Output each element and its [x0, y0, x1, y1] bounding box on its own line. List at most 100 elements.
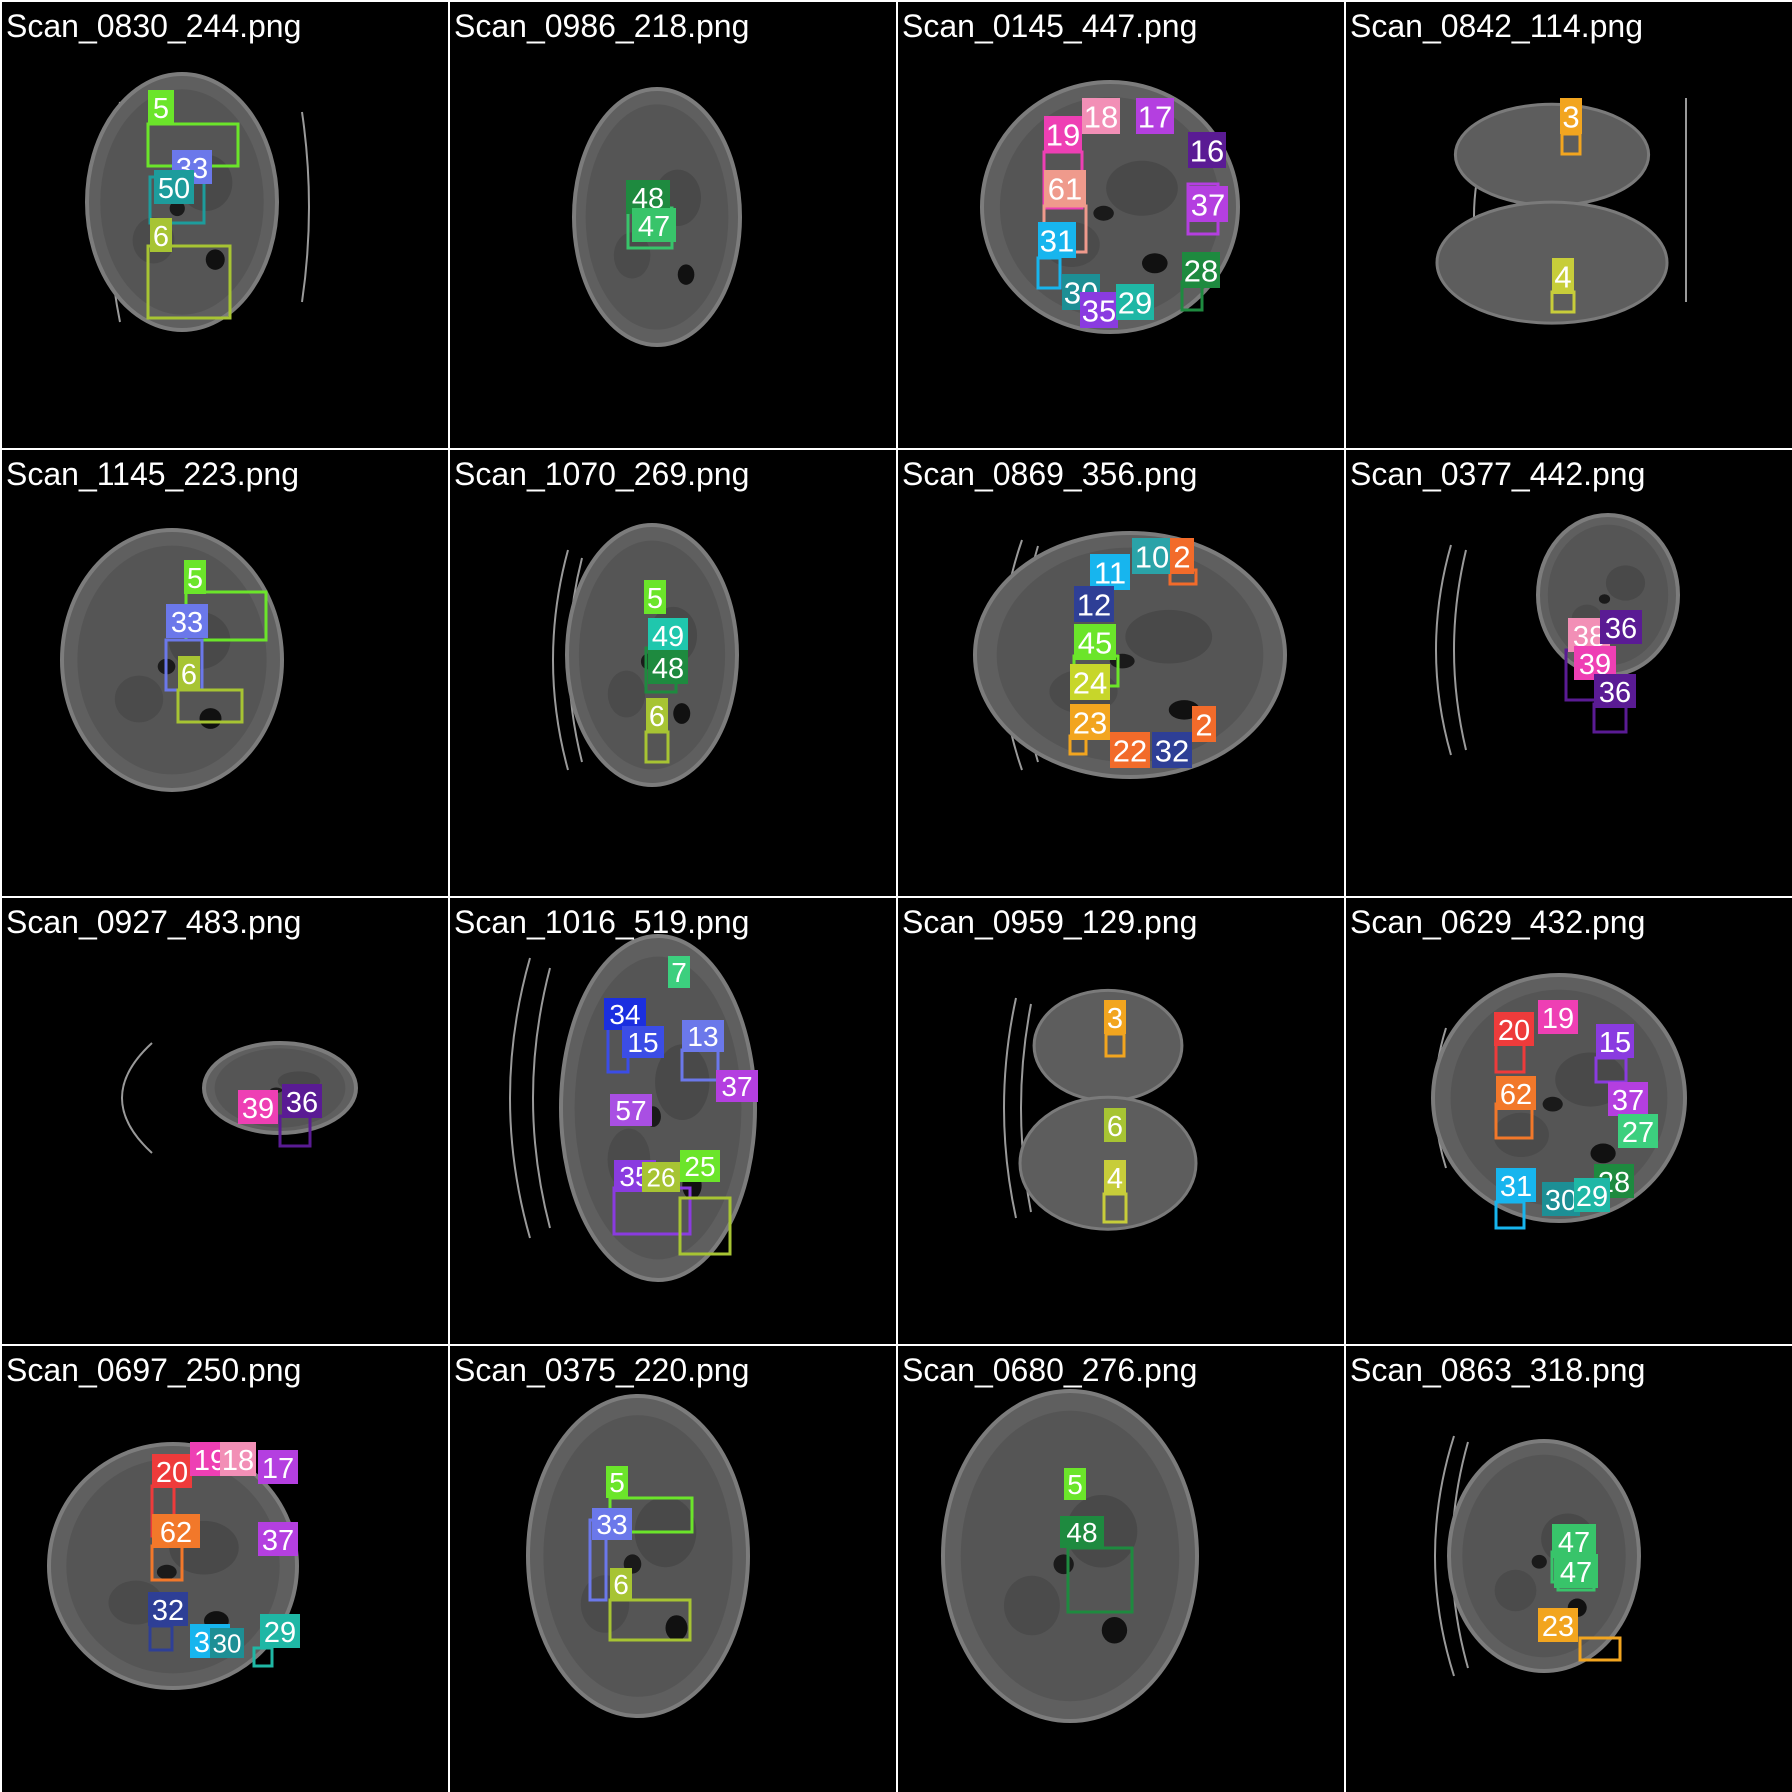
- svg-text:17: 17: [1138, 100, 1172, 135]
- svg-text:47: 47: [638, 211, 670, 243]
- scan-tile: 5 33 6 Scan_1145_223.png: [2, 450, 448, 896]
- svg-text:23: 23: [1073, 706, 1107, 741]
- annotation-label: 37: [716, 1070, 758, 1102]
- annotation-label: 26: [642, 1162, 680, 1193]
- annotation-label: 7: [668, 956, 690, 988]
- annotation-label: 18: [220, 1442, 256, 1477]
- scanner-ring-arc: [1435, 544, 1452, 756]
- annotation-label: 47: [632, 208, 676, 243]
- svg-text:62: 62: [160, 1517, 192, 1549]
- svg-text:19: 19: [1542, 1003, 1574, 1035]
- scan-filename: Scan_0863_318.png: [1350, 1352, 1646, 1388]
- scan-tile: 5 49 48 6 Scan_1070_269.png: [450, 450, 896, 896]
- annotation-label: 19: [1538, 1000, 1578, 1035]
- annotation-label: 47: [1552, 1524, 1596, 1559]
- annotation-label: 2: [1192, 706, 1216, 743]
- svg-text:7: 7: [671, 957, 687, 988]
- svg-text:3: 3: [1562, 100, 1579, 135]
- annotation-label: 5: [606, 1466, 628, 1498]
- svg-text:4: 4: [1107, 1163, 1123, 1195]
- svg-text:31: 31: [1040, 224, 1074, 259]
- annotation-label: 20: [1494, 1012, 1534, 1047]
- scan-filename: Scan_1016_519.png: [454, 904, 750, 940]
- svg-text:15: 15: [1599, 1027, 1631, 1059]
- body-cross-section: [559, 934, 757, 1282]
- annotation-label: 30: [210, 1628, 244, 1659]
- annotation-label: 6: [1104, 1108, 1126, 1143]
- scan-filename: Scan_0842_114.png: [1350, 8, 1644, 44]
- body-cross-section: [526, 1394, 750, 1718]
- svg-text:47: 47: [1560, 1557, 1592, 1589]
- annotation-label: 29: [1574, 1178, 1610, 1213]
- annotation-label: 23: [1070, 704, 1110, 741]
- svg-text:10: 10: [1135, 540, 1169, 575]
- scan-tile: 20191817623732293130Scan_0697_250.png: [2, 1346, 448, 1792]
- annotation-label: 36: [1600, 610, 1642, 645]
- svg-text:32: 32: [1155, 734, 1189, 769]
- scan-image: 34: [1435, 98, 1687, 325]
- annotation-label: 49: [648, 618, 688, 653]
- annotation-label: 37: [258, 1522, 298, 1557]
- scan-filename: Scan_0927_483.png: [6, 904, 302, 940]
- annotation-label: 17: [1136, 98, 1174, 135]
- annotation-label: 47: [1554, 1554, 1598, 1589]
- scanner-ring-arc: [532, 967, 551, 1229]
- annotation-label: 62: [152, 1514, 200, 1549]
- scan-image: 5 33 6: [526, 1394, 750, 1718]
- bounding-box: [678, 1196, 732, 1256]
- svg-text:15: 15: [627, 1027, 658, 1058]
- annotation-label: 17: [258, 1450, 298, 1485]
- bounding-box: [176, 688, 244, 724]
- annotation-label: 30: [1542, 1182, 1580, 1217]
- svg-text:3: 3: [1107, 1003, 1123, 1035]
- annotation-label: 34: [604, 998, 646, 1030]
- svg-text:26: 26: [647, 1163, 676, 1193]
- svg-text:48: 48: [652, 653, 684, 685]
- svg-text:30: 30: [1545, 1185, 1577, 1217]
- svg-text:25: 25: [684, 1151, 715, 1182]
- scan-tile: 38 36 39 36 Scan_0377_442.png: [1346, 450, 1792, 896]
- svg-text:37: 37: [721, 1071, 752, 1102]
- scanner-ring-arc: [1434, 1435, 1455, 1677]
- svg-text:39: 39: [242, 1093, 274, 1125]
- scanner-ring-arc: [509, 957, 531, 1239]
- scanner-ring-arc: [121, 1042, 153, 1154]
- annotation-label: 36: [1594, 674, 1636, 709]
- svg-text:31: 31: [1500, 1171, 1532, 1203]
- svg-text:36: 36: [1599, 677, 1631, 709]
- body-cross-section: [1447, 1439, 1641, 1673]
- body-cross-section: [47, 1442, 299, 1690]
- svg-text:4: 4: [1554, 260, 1571, 295]
- svg-text:29: 29: [264, 1617, 296, 1649]
- scanner-ring-arc: [552, 549, 569, 771]
- svg-text:23: 23: [1542, 1611, 1574, 1643]
- scan-tile: 7 34 15 13 37 57 35 26 25 Scan_1016_519.png: [450, 898, 896, 1344]
- svg-text:18: 18: [222, 1445, 254, 1477]
- annotation-label: 2: [1170, 538, 1194, 575]
- annotation-label: 23: [1538, 1608, 1578, 1643]
- annotation-label: 61: [1044, 170, 1086, 207]
- scan-filename: Scan_1070_269.png: [454, 456, 750, 492]
- annotation-label: 28: [1182, 252, 1220, 289]
- annotation-label: 4: [1552, 258, 1574, 295]
- svg-text:5: 5: [609, 1467, 625, 1498]
- svg-text:22: 22: [1113, 734, 1147, 769]
- scanner-ring-arc: [1453, 549, 1467, 751]
- svg-text:2: 2: [1195, 708, 1212, 743]
- svg-text:20: 20: [1498, 1015, 1530, 1047]
- scan-tile: 48 47 Scan_0986_218.png: [450, 2, 896, 448]
- annotation-label: 45: [1074, 624, 1116, 661]
- svg-text:12: 12: [1077, 588, 1111, 623]
- svg-text:6: 6: [649, 701, 665, 733]
- svg-text:57: 57: [615, 1095, 646, 1126]
- annotation-label: 22: [1110, 732, 1150, 769]
- annotation-label: 29: [1116, 284, 1154, 321]
- scan-image: 39 36: [121, 1041, 358, 1154]
- svg-text:5: 5: [647, 583, 663, 615]
- scan-filename: Scan_0959_129.png: [902, 904, 1198, 940]
